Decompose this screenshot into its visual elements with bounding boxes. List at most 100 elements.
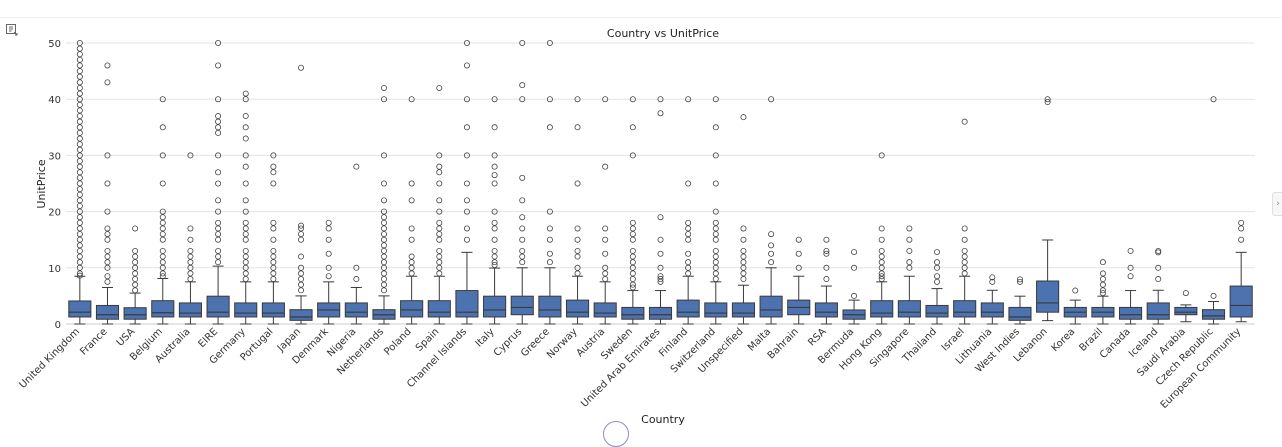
- outlier-point: [215, 113, 222, 120]
- box-sweden: [621, 96, 645, 325]
- x-tick-label: Bahrain: [766, 326, 801, 361]
- outlier-point: [325, 219, 332, 226]
- iqr-box: [261, 302, 285, 318]
- output-collapse-icon[interactable]: [5, 22, 19, 36]
- outlier-point: [961, 259, 968, 266]
- outlier-point: [76, 208, 83, 215]
- iqr-box: [510, 295, 534, 316]
- outlier-point: [795, 264, 802, 271]
- outlier-point: [76, 202, 83, 209]
- outlier-point: [159, 247, 166, 254]
- outlier-point: [104, 259, 111, 266]
- outlier-point: [76, 118, 83, 125]
- iqr-box: [1008, 306, 1032, 321]
- outlier-point: [436, 163, 443, 170]
- outlier-point: [878, 270, 885, 277]
- outlier-point: [961, 236, 968, 243]
- outlier-point: [104, 152, 111, 159]
- outlier-point: [76, 84, 83, 91]
- iqr-box: [289, 309, 313, 321]
- outlier-point: [519, 40, 526, 47]
- y-tick-label: 10: [48, 264, 61, 275]
- iqr-box: [427, 300, 451, 318]
- box-lebanon: [1036, 96, 1060, 322]
- outlier-point: [1127, 273, 1134, 280]
- outlier-point: [380, 236, 387, 243]
- box-spain: [427, 84, 451, 325]
- outlier-point: [76, 141, 83, 148]
- outlier-point: [215, 62, 222, 69]
- outlier-point: [187, 264, 194, 271]
- outlier-point: [740, 247, 747, 254]
- outlier-point: [380, 247, 387, 254]
- outlier-point: [215, 129, 222, 136]
- outlier-point: [270, 236, 277, 243]
- iqr-box: [814, 302, 838, 318]
- outlier-point: [270, 270, 277, 277]
- x-tick-label: Canada: [1098, 326, 1133, 361]
- outlier-point: [270, 180, 277, 187]
- outlier-point: [519, 247, 526, 254]
- outlier-point: [380, 197, 387, 204]
- outlier-point: [270, 276, 277, 283]
- outlier-point: [989, 278, 996, 285]
- box-rsa: [814, 236, 838, 325]
- side-panel-toggle[interactable]: ›: [1272, 192, 1282, 216]
- outlier-point: [436, 247, 443, 254]
- outlier-point: [242, 236, 249, 243]
- outlier-point: [76, 197, 83, 204]
- outlier-point: [795, 250, 802, 257]
- outlier-point: [159, 273, 166, 280]
- outlier-point: [436, 270, 443, 277]
- outlier-point: [657, 236, 664, 243]
- y-tick-labels: 0 10 20 30 40 50: [48, 39, 61, 331]
- outlier-point: [685, 225, 692, 232]
- outlier-point: [823, 250, 830, 257]
- outlier-point: [76, 247, 83, 254]
- outlier-point: [104, 253, 111, 260]
- outlier-point: [76, 73, 83, 80]
- outlier-point: [934, 278, 941, 285]
- outlier-point: [132, 225, 139, 232]
- y-tick-label: 40: [48, 95, 61, 106]
- iqr-box: [151, 300, 175, 318]
- outlier-point: [657, 250, 664, 257]
- box-israel: [953, 118, 977, 325]
- outlier-point: [878, 273, 885, 280]
- outlier-point: [298, 264, 305, 271]
- outlier-point: [215, 169, 222, 176]
- outlier-point: [187, 225, 194, 232]
- outlier-point: [436, 152, 443, 159]
- outlier-point: [159, 96, 166, 103]
- country-unitprice-boxplot: Country vs UnitPrice UnitPrice Country 0…: [17, 27, 1255, 425]
- outlier-point: [574, 225, 581, 232]
- boxes: [68, 40, 1253, 325]
- outlier-point: [519, 214, 526, 221]
- outlier-point: [823, 276, 830, 283]
- outlier-point: [546, 236, 553, 243]
- outlier-point: [436, 236, 443, 243]
- outlier-point: [215, 259, 222, 266]
- outlier-point: [159, 253, 166, 260]
- y-axis-label: UnitPrice: [35, 159, 48, 208]
- outlier-point: [629, 281, 636, 288]
- outlier-point: [685, 236, 692, 243]
- outlier-point: [408, 180, 415, 187]
- outlier-point: [657, 276, 664, 283]
- outlier-point: [159, 214, 166, 221]
- outlier-point: [685, 250, 692, 257]
- outlier-point: [1044, 99, 1051, 106]
- iqr-box: [1146, 302, 1170, 320]
- box-saudi-arabia: [1174, 290, 1198, 323]
- outlier-point: [1210, 292, 1217, 299]
- outlier-point: [298, 222, 305, 229]
- outlier-point: [159, 180, 166, 187]
- box-greece: [538, 40, 562, 325]
- outlier-point: [712, 270, 719, 277]
- outlier-point: [159, 236, 166, 243]
- iqr-box: [648, 306, 673, 320]
- outlier-point: [740, 270, 747, 277]
- outlier-point: [1044, 96, 1051, 103]
- box-lithuania: [980, 274, 1004, 325]
- outlier-point: [380, 259, 387, 266]
